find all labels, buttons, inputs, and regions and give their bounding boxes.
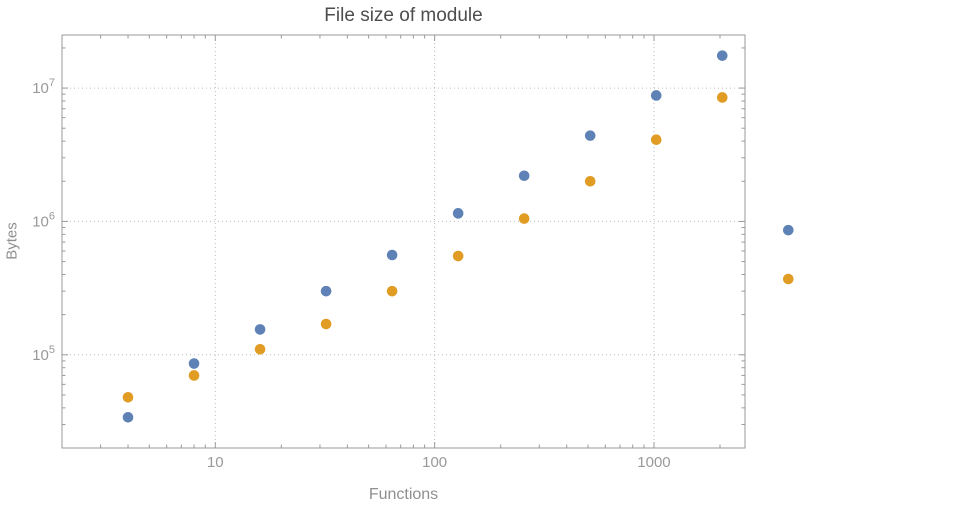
- y-tick-label: 106: [32, 210, 55, 230]
- data-point-series-orange: [254, 343, 266, 355]
- data-point-series-blue: [584, 130, 596, 141]
- data-point-series-orange: [452, 250, 464, 262]
- data-point-series-orange: [188, 370, 200, 381]
- y-tick-label: 107: [32, 77, 55, 97]
- data-point-series-blue: [386, 249, 398, 261]
- data-point-series-blue: [452, 208, 464, 219]
- data-point-series-blue: [782, 224, 794, 236]
- x-tick-label: 10: [207, 454, 224, 471]
- data-point-series-orange: [782, 273, 794, 285]
- x-tick-label: 1000: [637, 454, 670, 471]
- data-point-series-orange: [716, 92, 728, 103]
- data-point-series-blue: [320, 285, 332, 297]
- data-point-series-orange: [584, 175, 596, 187]
- chart-title: File size of module: [324, 5, 483, 26]
- y-tick-label: 105: [32, 344, 55, 364]
- data-point-series-blue: [122, 411, 134, 423]
- x-axis-label: Functions: [368, 486, 439, 503]
- data-point-series-orange: [386, 285, 398, 297]
- data-point-series-blue: [716, 50, 728, 61]
- data-point-series-orange: [122, 391, 134, 403]
- data-point-series-orange: [518, 213, 530, 224]
- data-point-series-orange: [320, 318, 332, 330]
- data-point-series-blue: [650, 90, 662, 101]
- data-point-series-blue: [254, 324, 266, 335]
- plot-frame: [61, 34, 746, 449]
- data-point-series-blue: [188, 358, 200, 369]
- data-point-series-blue: [518, 170, 530, 182]
- x-tick-label: 100: [422, 454, 447, 471]
- data-point-series-orange: [650, 134, 662, 146]
